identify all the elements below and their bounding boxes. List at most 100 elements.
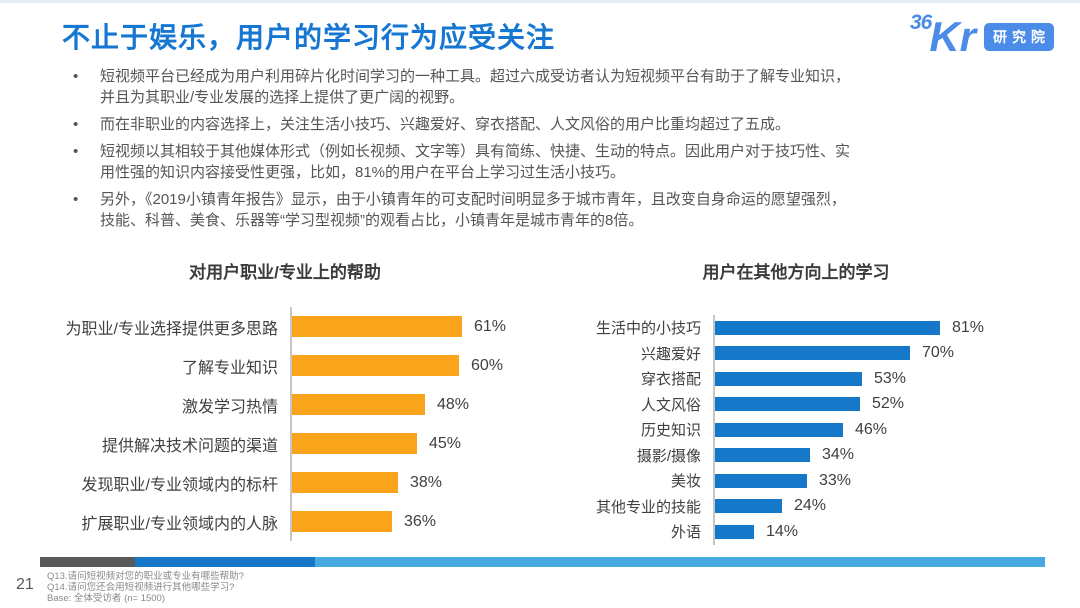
chart-rows: 为职业/专业选择提供更多思路 61% 了解专业知识 60% 激发学习热情 48% 提供解决技…	[60, 307, 520, 541]
page-title: 不止于娱乐，用户的学习行为应受关注	[62, 22, 556, 53]
bar	[292, 472, 398, 493]
bar	[715, 346, 910, 361]
value-label: 81%	[952, 318, 985, 336]
bar-area: 33%	[713, 468, 1044, 494]
chart-title: 对用户职业/专业上的帮助	[189, 263, 381, 282]
chart-row: 为职业/专业选择提供更多思路 61%	[60, 307, 520, 346]
progress-segment	[315, 557, 1045, 567]
logo-number: 36	[909, 11, 932, 34]
bullet-item: 另外，《2019小镇青年报告》显示，由于小镇青年的可支配时间明显多于城市青年，且…	[70, 189, 1032, 231]
bar-area: 60%	[290, 346, 520, 385]
bullet-item: 短视频平台已经成为用户利用碎片化时间学习的一种工具。超过六成受访者认为短视频平台…	[70, 66, 1032, 108]
logo-kr-glyph: Kr	[929, 13, 976, 61]
category-label: 为职业/专业选择提供更多思路	[65, 320, 278, 338]
chart-other-learning: 用户在其他方向上的学习 生活中的小技巧 81% 兴趣爱好 70% 穿衣搭配 53% 人文风俗…	[558, 258, 1044, 545]
value-label: 33%	[819, 471, 852, 489]
bullet-item: 短视频以其相较于其他媒体形式（例如长视频、文字等）具有简练、快捷、生动的特点。因…	[70, 141, 1032, 183]
footnotes: Q13.请问短视频对您的职业或专业有哪些帮助? Q14.请问您还会用短视频进行其他…	[47, 571, 244, 604]
chart-row: 生活中的小技巧 81%	[558, 315, 1044, 341]
category-label: 提供解决技术问题的渠道	[101, 437, 278, 455]
bullet-list: 短视频平台已经成为用户利用碎片化时间学习的一种工具。超过六成受访者认为短视频平台…	[70, 66, 1032, 237]
chart-row: 激发学习热情 48%	[60, 385, 520, 424]
bar-area: 36%	[290, 502, 520, 541]
category-label: 激发学习热情	[181, 398, 278, 416]
value-label: 48%	[437, 395, 470, 413]
logo-36kr: 36 Kr 研究院	[909, 8, 1054, 61]
bar	[715, 473, 807, 488]
value-label: 52%	[872, 395, 905, 413]
value-label: 38%	[410, 473, 443, 491]
chart-row: 美妆 33%	[558, 468, 1044, 494]
bar	[292, 355, 459, 376]
chart-rows: 生活中的小技巧 81% 兴趣爱好 70% 穿衣搭配 53% 人文风俗 52% 历史知识 46% 摄影…	[558, 315, 1044, 545]
bar-area: 34%	[713, 442, 1044, 468]
chart-career-help: 对用户职业/专业上的帮助 为职业/专业选择提供更多思路 61% 了解专业知识 60% 激…	[60, 258, 520, 541]
chart-row: 人文风俗 52%	[558, 391, 1044, 417]
value-label: 46%	[855, 420, 888, 438]
bar	[292, 511, 392, 532]
value-label: 60%	[471, 356, 504, 374]
bar-area: 61%	[290, 307, 520, 346]
chart-row: 扩展职业/专业领域内的人脉 36%	[60, 502, 520, 541]
bar	[715, 320, 940, 335]
category-label: 外语	[670, 524, 701, 542]
progress-segment	[135, 557, 315, 567]
bar-area: 24%	[713, 493, 1044, 519]
category-label: 扩展职业/专业领域内的人脉	[81, 515, 278, 533]
value-label: 61%	[474, 317, 507, 335]
chart-row: 穿衣搭配 53%	[558, 366, 1044, 392]
category-label: 美妆	[670, 473, 701, 491]
chart-row: 兴趣爱好 70%	[558, 340, 1044, 366]
bar	[292, 394, 425, 415]
footnote-line: Q14.请问您还会用短视频进行其他哪些学习?	[47, 582, 235, 593]
chart-row: 历史知识 46%	[558, 417, 1044, 443]
category-label: 兴趣爱好	[640, 345, 701, 363]
progress-segment	[40, 557, 135, 567]
bar	[715, 448, 810, 463]
top-border	[0, 0, 1080, 3]
value-label: 53%	[874, 369, 907, 387]
bar	[715, 371, 862, 386]
bar-area: 53%	[713, 366, 1044, 392]
value-label: 45%	[429, 434, 462, 452]
bar	[715, 524, 754, 539]
bar	[715, 422, 843, 437]
chart-row: 提供解决技术问题的渠道 45%	[60, 424, 520, 463]
bar	[292, 316, 462, 337]
value-label: 70%	[922, 344, 955, 362]
category-label: 了解专业知识	[181, 359, 278, 377]
category-label: 人文风俗	[640, 396, 701, 414]
bar-area: 81%	[713, 315, 1044, 341]
bar-area: 52%	[713, 391, 1044, 417]
page-number: 21	[16, 576, 34, 593]
bar	[715, 499, 782, 514]
logo-research-badge: 研究院	[984, 23, 1054, 51]
value-label: 34%	[822, 446, 855, 464]
category-label: 其他专业的技能	[595, 498, 701, 516]
bar-area: 38%	[290, 463, 520, 502]
bar-area: 14%	[713, 519, 1044, 545]
chart-row: 了解专业知识 60%	[60, 346, 520, 385]
footnote-line: Q13.请问短视频对您的职业或专业有哪些帮助?	[47, 571, 244, 582]
value-label: 14%	[766, 522, 799, 540]
chart-row: 其他专业的技能 24%	[558, 493, 1044, 519]
category-label: 发现职业/专业领域内的标杆	[81, 476, 278, 494]
category-label: 历史知识	[640, 422, 701, 440]
category-label: 穿衣搭配	[640, 371, 701, 389]
footnote-line: Base: 全体受访者 (n= 1500)	[47, 593, 166, 604]
bar-area: 46%	[713, 417, 1044, 443]
chart-row: 外语 14%	[558, 519, 1044, 545]
category-label: 生活中的小技巧	[595, 320, 701, 338]
chart-row: 摄影/摄像 34%	[558, 442, 1044, 468]
value-label: 24%	[794, 497, 827, 515]
chart-row: 发现职业/专业领域内的标杆 38%	[60, 463, 520, 502]
bar-area: 48%	[290, 385, 520, 424]
bar-area: 45%	[290, 424, 520, 463]
chart-title: 用户在其他方向上的学习	[702, 263, 890, 282]
bullet-item: 而在非职业的内容选择上，关注生活小技巧、兴趣爱好、穿衣搭配、人文风俗的用户比重均…	[70, 114, 1032, 135]
category-label: 摄影/摄像	[636, 447, 701, 465]
bar	[292, 433, 417, 454]
bar	[715, 397, 860, 412]
footer-progress-bar	[40, 557, 1045, 567]
